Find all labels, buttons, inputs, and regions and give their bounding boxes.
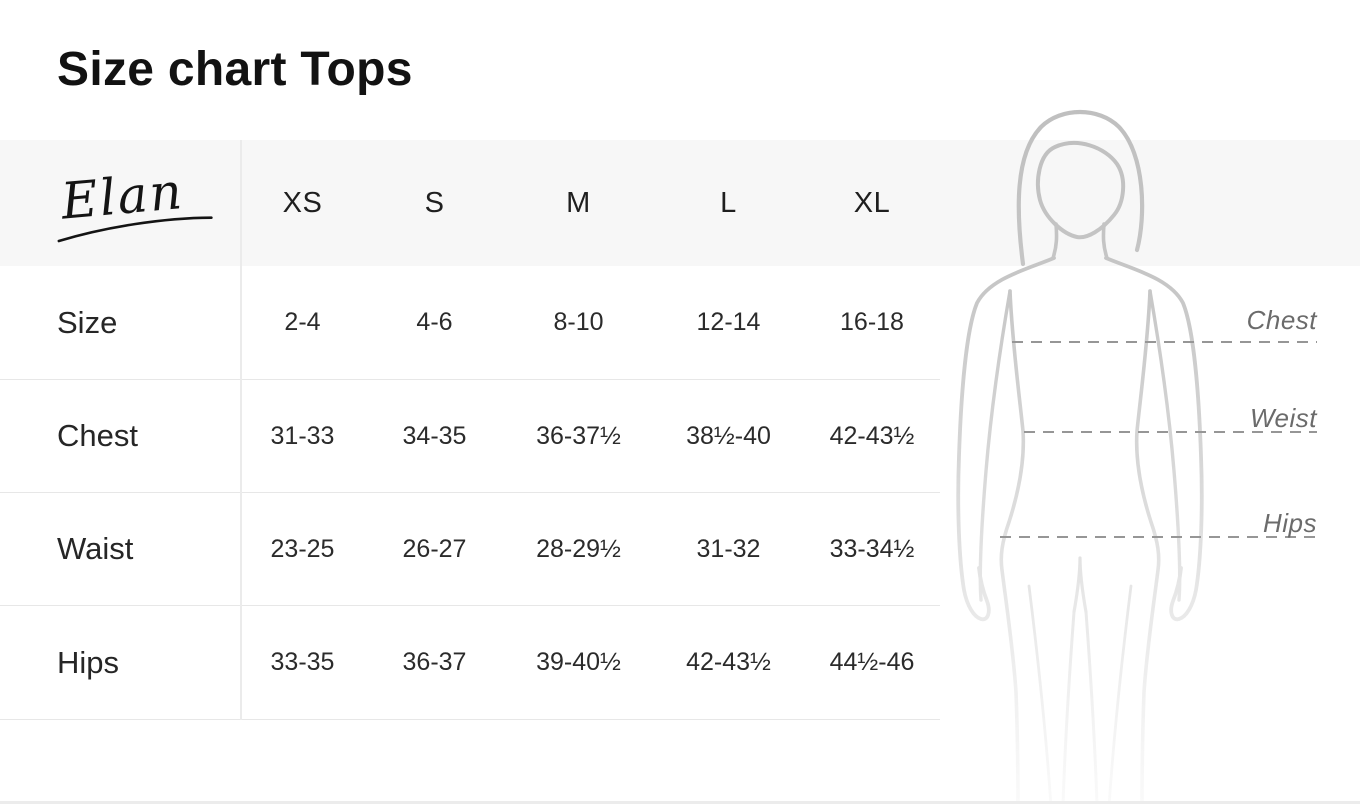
table-column-divider (240, 140, 242, 720)
table-cell: 39-40½ (536, 648, 621, 676)
table-header-band (0, 140, 1360, 266)
page-bottom-border (0, 801, 1360, 804)
row-label: Chest (57, 418, 138, 453)
table-cell: 38½-40 (686, 421, 771, 450)
table-row-size: Size 2-4 4-6 8-10 12-14 16-18 (0, 266, 940, 380)
column-header-xs: XS (282, 186, 323, 219)
column-header-s: S (424, 186, 445, 219)
hips-measure-line (1000, 536, 1317, 538)
torso-outline (999, 289, 1026, 804)
table-cell: 33-34½ (829, 534, 915, 563)
table-cell: 16-18 (840, 308, 904, 336)
table-cell: 42-43½ (686, 648, 771, 676)
table-cell: 12-14 (696, 308, 761, 336)
table-row-waist: Waist 23-25 26-27 28-29½ 31-32 33-34½ (0, 493, 940, 606)
table-cell: 26-27 (402, 534, 467, 563)
logo-underline (57, 216, 213, 243)
chest-measure-label: Chest (1246, 305, 1317, 335)
table-cell: 42-43½ (829, 421, 915, 450)
chest-measure-line (1012, 341, 1317, 343)
arm-outline (978, 289, 1012, 602)
arm-outline (956, 256, 1056, 622)
column-header-xl: XL (853, 186, 891, 219)
column-header-m: M (566, 186, 591, 219)
female-body-outline-illustration (956, 109, 1204, 804)
waist-measure-label: Weist (1249, 403, 1317, 433)
table-cell: 31-33 (270, 421, 335, 450)
table-cell: 36-37½ (536, 421, 621, 450)
table-cell: 2-4 (284, 308, 321, 336)
table-row-hips: Hips 33-35 36-37 39-40½ 42-43½ 44½-46 (0, 606, 940, 720)
column-header-l: L (720, 186, 737, 219)
arm-outline (1104, 256, 1204, 622)
hair-outline (1016, 109, 1145, 267)
table-cell: 4-6 (416, 308, 453, 336)
arm-outline (1148, 289, 1182, 602)
leg-outline (1072, 556, 1088, 614)
table-row-chest: Chest 31-33 34-35 36-37½ 38½-40 42-43½ (0, 380, 940, 493)
table-cell: 33-35 (270, 648, 335, 676)
neck-outline (1101, 222, 1109, 260)
row-label: Waist (57, 531, 134, 566)
hips-measure-label: Hips (1262, 508, 1317, 538)
leg-outline (1084, 610, 1099, 804)
table-cell: 23-25 (270, 534, 335, 563)
table-cell: 28-29½ (536, 534, 621, 563)
table-cell: 31-32 (696, 534, 761, 563)
row-label: Hips (57, 644, 120, 680)
waist-measure-line (1024, 431, 1317, 433)
neck-outline (1051, 222, 1059, 260)
table-cell: 8-10 (553, 308, 604, 336)
torso-outline (1134, 289, 1161, 804)
table-header-row: XS S M L XL (0, 140, 940, 266)
page-title: Size chart Tops (57, 43, 413, 96)
row-label: Size (57, 304, 118, 340)
table-cell: 34-35 (402, 421, 467, 450)
leg-outline (1107, 584, 1133, 804)
table-cell: 44½-46 (829, 648, 915, 676)
brand-logo: Elan (57, 162, 213, 243)
table-cell: 36-37 (402, 648, 467, 676)
leg-outline (1061, 610, 1076, 804)
face-outline (1036, 141, 1126, 240)
size-table: XS S M L XL Size 2-4 4-6 8-10 12-14 16-1… (0, 140, 940, 720)
leg-outline (1027, 584, 1053, 804)
